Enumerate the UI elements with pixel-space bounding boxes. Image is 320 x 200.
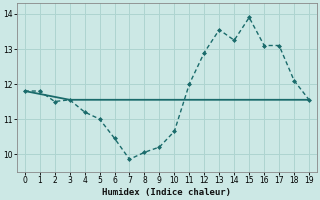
X-axis label: Humidex (Indice chaleur): Humidex (Indice chaleur) — [102, 188, 231, 197]
